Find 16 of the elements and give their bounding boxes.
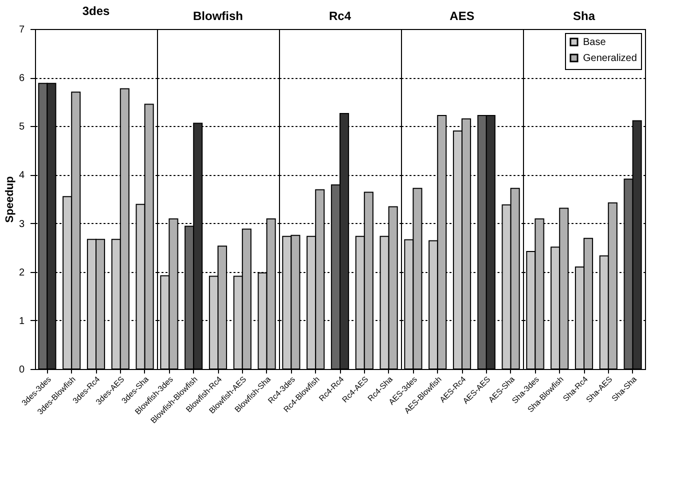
y-tick-label: 4 — [18, 170, 25, 182]
y-tick-label: 5 — [18, 122, 25, 133]
chart-title: 3des — [82, 4, 110, 18]
chart-title: Blowfish — [193, 9, 243, 23]
y-tick-label: 2 — [18, 267, 25, 278]
chart-title: Rc4 — [328, 9, 352, 23]
legend-label: Base — [583, 37, 606, 48]
y-tick-label: 3 — [18, 218, 25, 230]
y-tick-label: 0 — [18, 364, 25, 376]
y-tick-label: 1 — [18, 316, 25, 327]
y-tick-label: 7 — [18, 24, 25, 36]
y-axis-title: Speedup — [4, 176, 16, 223]
legend-label: Generalized — [583, 53, 637, 64]
chart-title: Sha — [572, 9, 596, 23]
y-tick-label: 6 — [18, 73, 25, 84]
chart-title: AES — [450, 9, 474, 23]
